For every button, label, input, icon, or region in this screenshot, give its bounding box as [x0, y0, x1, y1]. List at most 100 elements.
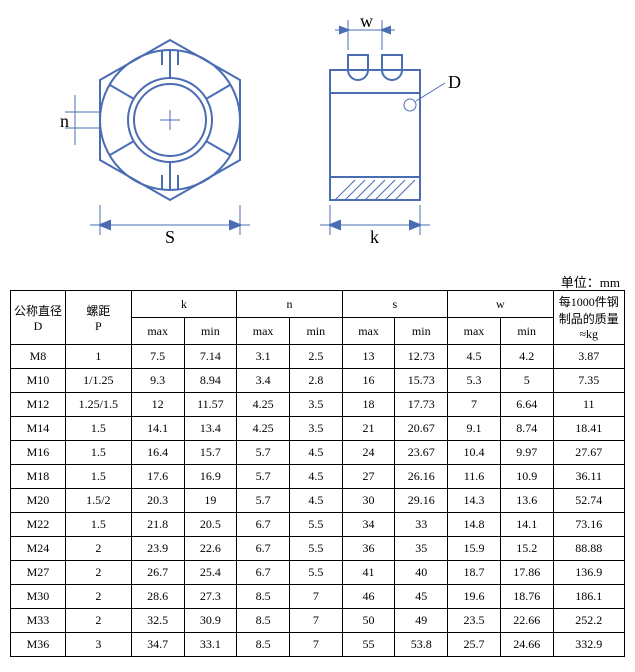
cell-kmin: 27.3: [184, 585, 237, 609]
cell-nmin: 3.5: [289, 393, 342, 417]
cell-kmax: 9.3: [131, 369, 184, 393]
header-weight: 每1000件钢 制品的质量 ≈kg: [553, 291, 624, 345]
cell-wmin: 13.6: [500, 489, 553, 513]
cell-kmin: 33.1: [184, 633, 237, 657]
cell-p: 2: [65, 609, 131, 633]
cell-wmax: 19.6: [448, 585, 501, 609]
label-n: n: [60, 111, 69, 131]
cell-smax: 18: [342, 393, 395, 417]
cell-kmin: 13.4: [184, 417, 237, 441]
cell-wt: 3.87: [553, 345, 624, 369]
cell-kmax: 7.5: [131, 345, 184, 369]
table-row: M36334.733.18.575553.825.724.66332.9: [11, 633, 625, 657]
cell-kmax: 23.9: [131, 537, 184, 561]
cell-d: M24: [11, 537, 66, 561]
cell-nmin: 2.5: [289, 345, 342, 369]
cell-kmin: 11.57: [184, 393, 237, 417]
cell-wt: 11: [553, 393, 624, 417]
cell-nmax: 5.7: [237, 465, 290, 489]
cell-wmin: 6.64: [500, 393, 553, 417]
cell-smin: 53.8: [395, 633, 448, 657]
cell-nmin: 5.5: [289, 513, 342, 537]
cell-kmin: 15.7: [184, 441, 237, 465]
cell-smax: 24: [342, 441, 395, 465]
cell-nmax: 8.5: [237, 633, 290, 657]
table-row: M101/1.259.38.943.42.81615.735.357.35: [11, 369, 625, 393]
cell-smin: 17.73: [395, 393, 448, 417]
header-kmin: min: [184, 318, 237, 345]
cell-smin: 33: [395, 513, 448, 537]
cell-wmax: 23.5: [448, 609, 501, 633]
cell-wmin: 5: [500, 369, 553, 393]
cell-wt: 186.1: [553, 585, 624, 609]
cell-d: M18: [11, 465, 66, 489]
label-k: k: [370, 227, 379, 245]
cell-wmax: 5.3: [448, 369, 501, 393]
cell-smin: 40: [395, 561, 448, 585]
header-nmax: max: [237, 318, 290, 345]
cell-smin: 35: [395, 537, 448, 561]
cell-kmin: 22.6: [184, 537, 237, 561]
header-w: w: [448, 291, 553, 318]
cell-nmax: 6.7: [237, 561, 290, 585]
cell-nmax: 3.1: [237, 345, 290, 369]
cell-kmax: 16.4: [131, 441, 184, 465]
cell-d: M8: [11, 345, 66, 369]
cell-d: M16: [11, 441, 66, 465]
header-n: n: [237, 291, 342, 318]
cell-smin: 12.73: [395, 345, 448, 369]
cell-nmax: 6.7: [237, 537, 290, 561]
cell-nmax: 4.25: [237, 417, 290, 441]
cell-wmin: 17.86: [500, 561, 553, 585]
cell-wmin: 8.74: [500, 417, 553, 441]
cell-wt: 332.9: [553, 633, 624, 657]
cell-nmin: 4.5: [289, 441, 342, 465]
cell-p: 1.25/1.5: [65, 393, 131, 417]
diagram-container: n S: [0, 0, 635, 260]
cell-wmin: 9.97: [500, 441, 553, 465]
cell-nmin: 3.5: [289, 417, 342, 441]
cell-nmax: 8.5: [237, 609, 290, 633]
cell-d: M12: [11, 393, 66, 417]
cell-wt: 36.11: [553, 465, 624, 489]
cell-wt: 52.74: [553, 489, 624, 513]
cell-smax: 13: [342, 345, 395, 369]
cell-nmin: 7: [289, 633, 342, 657]
cell-kmax: 17.6: [131, 465, 184, 489]
cell-smin: 23.67: [395, 441, 448, 465]
cell-wmax: 10.4: [448, 441, 501, 465]
header-s: s: [342, 291, 447, 318]
cell-wmax: 14.8: [448, 513, 501, 537]
cell-nmax: 3.4: [237, 369, 290, 393]
table-row: M33232.530.98.57504923.522.66252.2: [11, 609, 625, 633]
cell-wmin: 15.2: [500, 537, 553, 561]
table-row: M30228.627.38.57464519.618.76186.1: [11, 585, 625, 609]
cell-kmax: 14.1: [131, 417, 184, 441]
cell-kmin: 7.14: [184, 345, 237, 369]
cell-kmin: 8.94: [184, 369, 237, 393]
cell-p: 1: [65, 345, 131, 369]
cell-kmin: 20.5: [184, 513, 237, 537]
cell-p: 1.5: [65, 441, 131, 465]
header-kmax: max: [131, 318, 184, 345]
cell-smax: 55: [342, 633, 395, 657]
cell-wmax: 14.3: [448, 489, 501, 513]
cell-smin: 29.16: [395, 489, 448, 513]
cell-nmin: 4.5: [289, 465, 342, 489]
header-smin: min: [395, 318, 448, 345]
cell-nmin: 4.5: [289, 489, 342, 513]
cell-smax: 41: [342, 561, 395, 585]
cell-p: 3: [65, 633, 131, 657]
cell-kmax: 21.8: [131, 513, 184, 537]
cell-wmax: 7: [448, 393, 501, 417]
cell-p: 1.5: [65, 465, 131, 489]
cell-wmax: 15.9: [448, 537, 501, 561]
cell-kmax: 34.7: [131, 633, 184, 657]
cell-wmin: 14.1: [500, 513, 553, 537]
cell-smax: 34: [342, 513, 395, 537]
spec-table: 公称直径 D 螺距 P k n s w 每1000件钢 制品的质量 ≈kg ma…: [10, 290, 625, 657]
cell-smax: 27: [342, 465, 395, 489]
cell-d: M22: [11, 513, 66, 537]
cell-nmax: 4.25: [237, 393, 290, 417]
header-nmin: min: [289, 318, 342, 345]
